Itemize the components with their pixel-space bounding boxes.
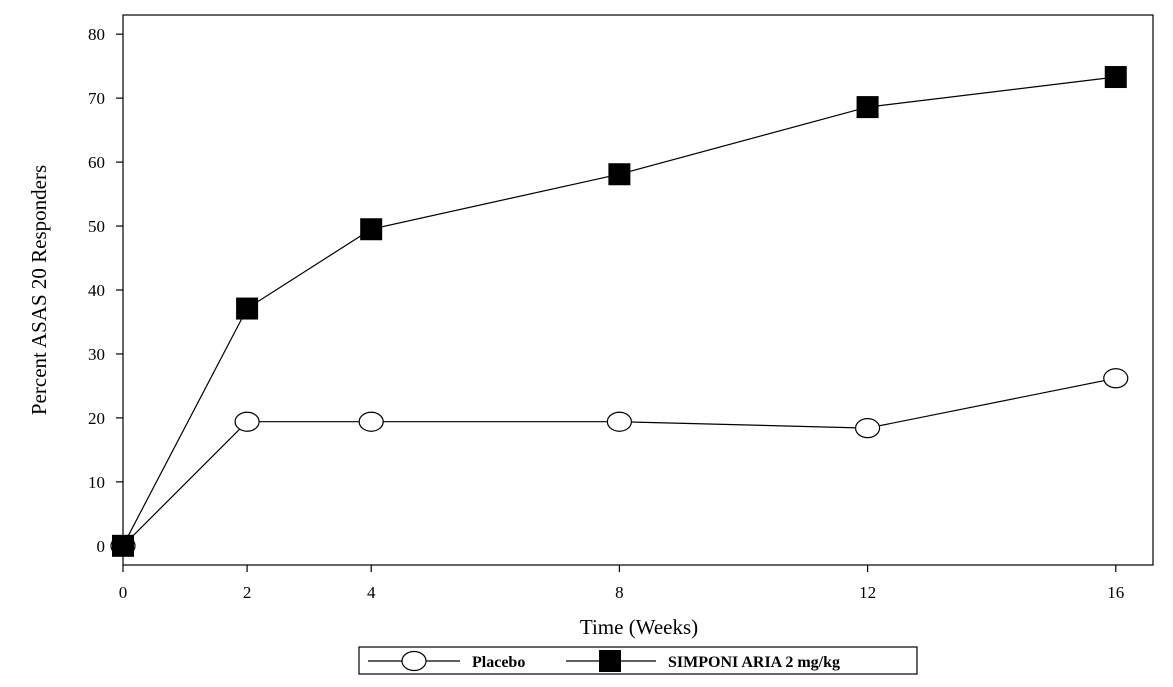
legend-label-placebo: Placebo — [472, 654, 525, 671]
legend-label-simponi: SIMPONI ARIA 2 mg/kg — [668, 654, 840, 671]
y-tick-label: 60 — [88, 153, 105, 172]
y-tick-label: 0 — [97, 537, 106, 556]
plot-frame — [122, 14, 1154, 566]
series-simponi — [112, 66, 1127, 557]
x-tick-label: 2 — [243, 583, 252, 602]
data-point-square — [236, 297, 259, 320]
series-line — [122, 76, 1116, 547]
y-tick-label: 10 — [88, 473, 105, 492]
data-point-circle — [606, 411, 632, 432]
data-point-square — [856, 96, 879, 119]
data-point-circle — [358, 411, 384, 432]
y-tick-label: 30 — [88, 345, 105, 364]
y-tick-label: 20 — [88, 409, 105, 428]
y-tick-label: 50 — [88, 217, 105, 236]
y-tick-label: 40 — [88, 281, 105, 300]
data-point-square — [608, 163, 631, 186]
x-tick-label: 0 — [119, 583, 128, 602]
x-tick-label: 8 — [615, 583, 624, 602]
x-axis-title: Time (Weeks) — [580, 615, 698, 639]
data-point-circle — [1103, 368, 1129, 389]
data-point-circle — [854, 418, 881, 439]
x-tick-label: 16 — [1107, 583, 1124, 602]
series-placebo — [110, 368, 1129, 556]
x-tick-label: 12 — [859, 583, 876, 602]
y-tick-label: 70 — [88, 89, 105, 108]
data-point-square — [112, 534, 134, 557]
legend-marker-simponi — [599, 650, 621, 672]
series-layer — [110, 66, 1129, 557]
data-point-square — [1104, 66, 1127, 89]
data-point-square — [360, 218, 383, 241]
x-tick-label: 4 — [367, 583, 376, 602]
series-line — [122, 377, 1116, 547]
y-axis-title: Percent ASAS 20 Responders — [27, 165, 51, 415]
y-tick-label: 80 — [88, 25, 105, 44]
y-axis: 0 10 20 30 40 50 60 70 80 — [88, 25, 123, 556]
data-point-circle — [234, 411, 260, 432]
x-axis: 0 2 4 8 12 16 — [119, 565, 1124, 602]
legend: Placebo SIMPONI ARIA 2 mg/kg — [358, 646, 918, 675]
legend-marker-placebo — [401, 650, 427, 672]
